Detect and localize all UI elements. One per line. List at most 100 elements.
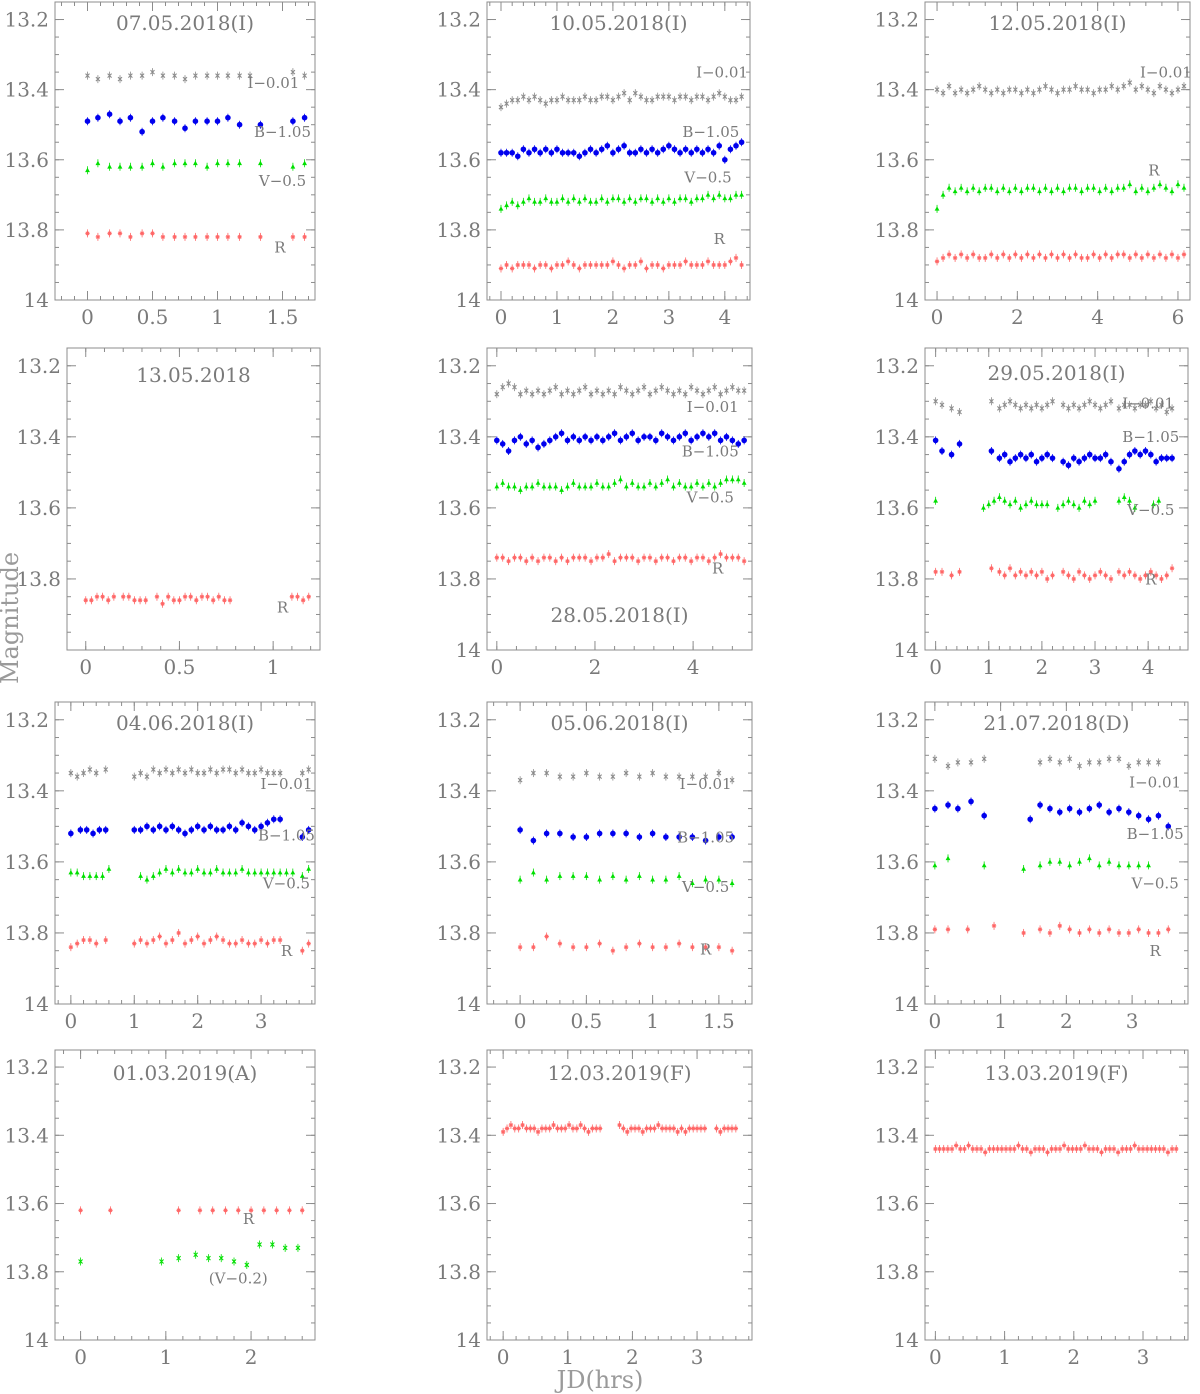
panel-frame	[54, 701, 316, 1005]
data-point	[623, 483, 629, 489]
series-label: I−0.01	[261, 775, 313, 793]
data-point	[593, 262, 599, 268]
data-point	[128, 73, 133, 79]
data-point	[1023, 402, 1029, 408]
data-point	[560, 262, 565, 268]
data-point	[618, 476, 623, 482]
y-tick-label: 13.2	[874, 8, 919, 32]
data-point	[733, 142, 739, 149]
data-point	[663, 1126, 669, 1131]
series-V	[85, 159, 307, 175]
data-point	[597, 1126, 603, 1131]
data-point	[676, 774, 682, 780]
data-point	[1073, 185, 1078, 190]
data-point	[204, 164, 210, 169]
data-point	[100, 873, 105, 878]
data-point	[1103, 87, 1109, 93]
data-point	[555, 1126, 560, 1131]
data-point	[1096, 802, 1103, 808]
data-point	[934, 259, 940, 264]
data-point	[1071, 501, 1077, 507]
data-point	[978, 1146, 984, 1152]
data-point	[290, 234, 296, 240]
data-point	[636, 774, 642, 780]
data-point	[641, 555, 647, 560]
data-point	[1024, 1146, 1029, 1152]
data-point	[621, 1126, 626, 1131]
series-R	[68, 928, 311, 955]
data-point	[722, 1126, 727, 1131]
data-point	[638, 195, 644, 201]
data-point	[683, 259, 688, 264]
data-point	[976, 83, 982, 89]
data-point	[1032, 1146, 1038, 1152]
data-point	[1076, 458, 1082, 465]
data-point	[1121, 83, 1127, 89]
data-point	[505, 448, 512, 454]
x-tick-label: 1	[159, 1345, 172, 1369]
chart-panel: 13.2 13.4 13.6 13.8 14 0 1 2 3 13.03.2019(F)	[874, 1049, 1189, 1369]
series-label: B−1.05	[1122, 428, 1179, 446]
x-axis-title: JD(hrs)	[554, 1366, 644, 1394]
data-point	[565, 388, 570, 394]
data-point	[559, 149, 566, 156]
data-point	[1039, 406, 1045, 411]
data-point	[1097, 87, 1103, 93]
data-point	[627, 195, 633, 201]
data-point	[588, 262, 593, 268]
data-point	[176, 1208, 181, 1213]
data-point	[571, 195, 577, 201]
data-point	[588, 483, 594, 489]
data-point	[257, 121, 264, 128]
x-tick-label: 2	[1011, 305, 1024, 329]
x-tick-label: 1	[561, 1345, 574, 1369]
data-point	[1087, 927, 1092, 932]
data-point	[512, 1126, 517, 1131]
data-point	[689, 834, 696, 840]
data-point	[520, 1122, 525, 1128]
data-point	[945, 927, 951, 932]
data-point	[557, 873, 563, 878]
data-point	[970, 87, 976, 93]
data-point	[688, 97, 694, 103]
data-point	[128, 164, 133, 169]
data-point	[257, 1242, 262, 1247]
data-point	[498, 266, 504, 271]
data-point	[1092, 498, 1098, 503]
y-tick-label: 13.6	[874, 850, 919, 874]
series-label: R	[700, 940, 712, 958]
data-point	[711, 195, 717, 201]
data-point	[683, 1129, 688, 1135]
data-point	[1029, 569, 1034, 575]
data-point	[700, 262, 705, 268]
data-point	[705, 146, 711, 153]
data-point	[1127, 181, 1133, 187]
data-point	[670, 437, 677, 444]
data-point	[532, 266, 537, 271]
data-point	[946, 252, 952, 257]
data-point	[694, 1126, 700, 1131]
data-point	[939, 448, 945, 454]
data-point	[1057, 1146, 1063, 1152]
data-point	[258, 823, 264, 830]
data-point	[703, 774, 709, 780]
data-point	[1103, 1146, 1108, 1152]
data-point	[207, 767, 213, 772]
data-point	[1023, 501, 1029, 507]
data-point	[233, 941, 238, 946]
data-point	[1021, 930, 1026, 936]
data-point	[1181, 83, 1187, 89]
data-point	[207, 869, 213, 875]
data-point	[1079, 87, 1084, 93]
data-point	[282, 1245, 288, 1251]
data-point	[988, 90, 994, 96]
data-point	[724, 388, 729, 394]
data-point	[226, 823, 233, 830]
y-tick-label: 13.4	[874, 425, 919, 449]
data-point	[269, 1242, 275, 1247]
data-point	[952, 188, 958, 194]
data-point	[531, 1126, 537, 1131]
data-point	[1146, 862, 1151, 868]
data-point	[215, 234, 220, 240]
data-point	[576, 388, 582, 394]
